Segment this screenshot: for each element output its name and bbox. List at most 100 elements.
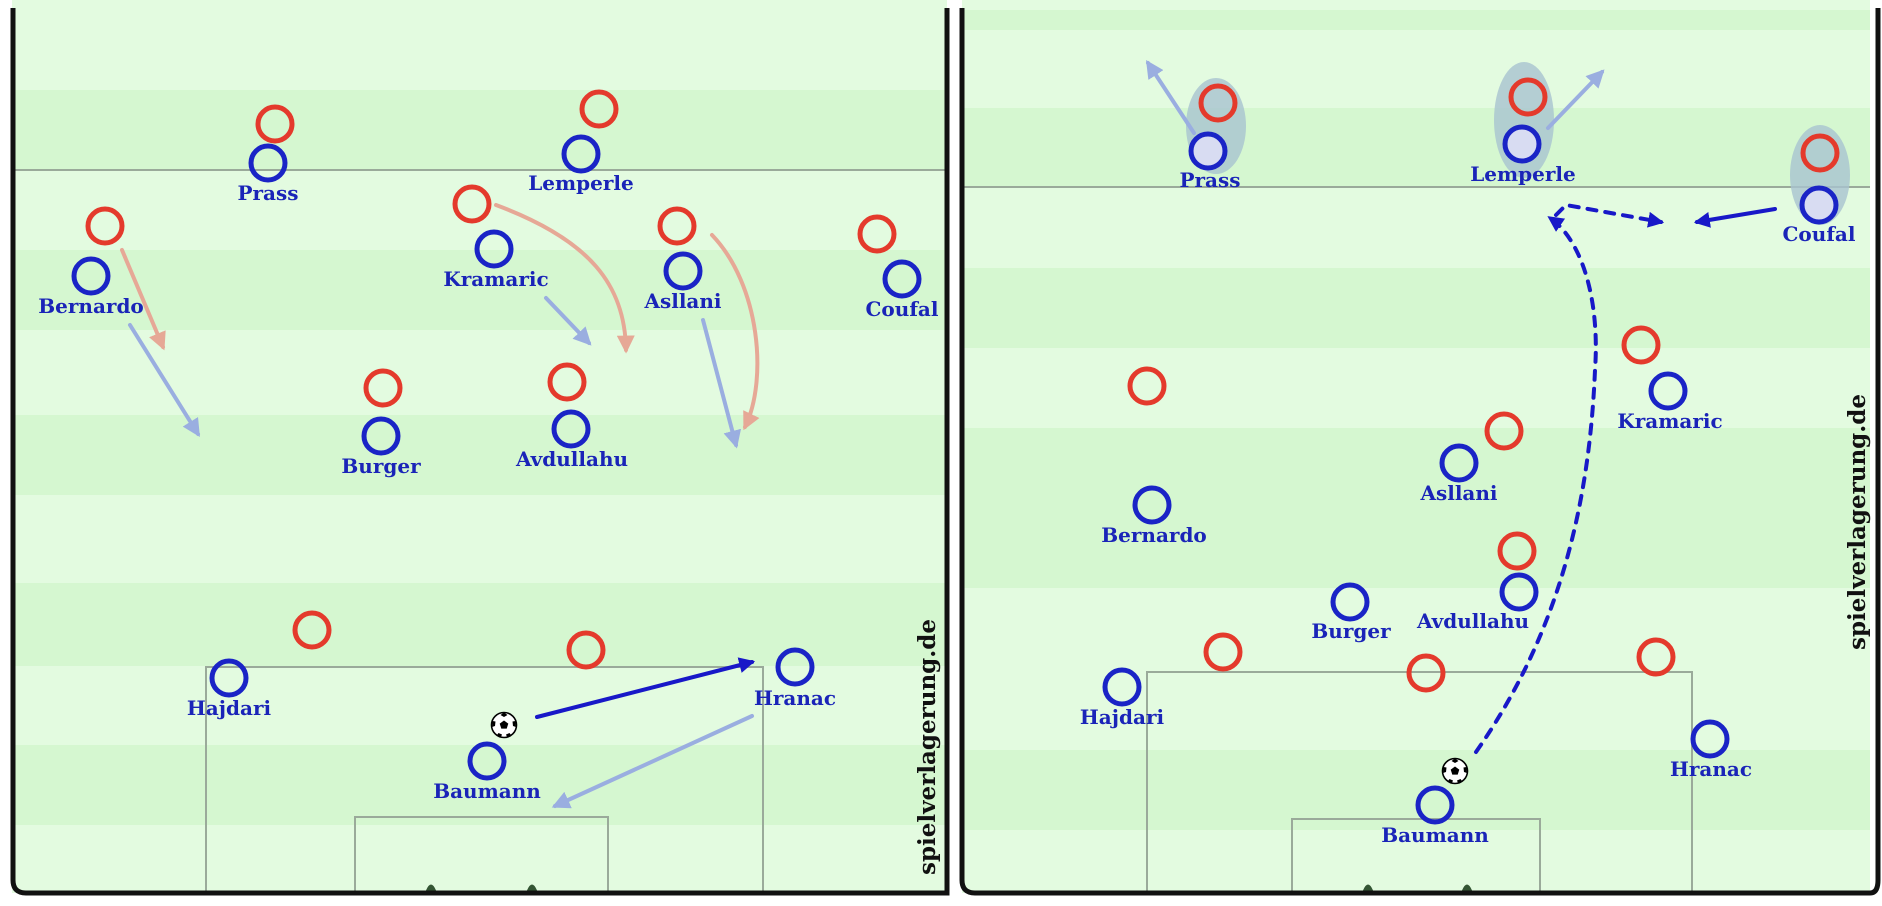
movement-arrows <box>120 203 760 809</box>
player-label: Hajdari <box>187 696 272 720</box>
player-coufal: Coufal <box>1783 185 1856 246</box>
player-label: Avdullahu <box>1416 609 1529 633</box>
opponent-player <box>1621 325 1661 365</box>
player-label: Kramaric <box>1617 409 1722 433</box>
player-lemperle: Lemperle <box>528 134 634 195</box>
hranac-return-arrow <box>551 714 754 809</box>
penalty-area <box>1146 671 1693 893</box>
opponent-player <box>363 368 403 408</box>
asllani-run-arrow <box>701 318 742 449</box>
opponent-player <box>547 362 587 402</box>
player-burger: Burger <box>1311 582 1391 643</box>
opponent-player <box>1508 77 1548 117</box>
panel-border <box>959 8 1881 896</box>
player-kramaric: Kramaric <box>443 229 549 291</box>
movement-arrows <box>1146 59 1777 754</box>
player-baumann: Baumann <box>1381 785 1489 847</box>
opponent-curve-arrow <box>494 203 635 354</box>
home-players: Prass Lemperle Coufal Kramaric Asllani B… <box>1080 124 1856 847</box>
opponent-curve-arrow <box>710 233 760 431</box>
player-label: Lemperle <box>528 171 634 195</box>
player-avdullahu: Avdullahu <box>1416 572 1539 633</box>
home-players: Prass Lemperle Bernardo Kramaric Asllani… <box>38 134 939 803</box>
player-label: Baumann <box>433 779 541 803</box>
watermark: spielverlagerung.de <box>1844 394 1871 650</box>
player-asllani: Asllani <box>1419 443 1498 505</box>
player-kramaric: Kramaric <box>1617 371 1723 433</box>
pass-arrow <box>535 657 756 719</box>
player-bernardo: Bernardo <box>1101 485 1207 547</box>
opponent-player <box>85 206 125 246</box>
opponent-player <box>1203 632 1243 672</box>
lemperle-run-arrow <box>1546 69 1605 130</box>
player-prass: Prass <box>1179 131 1241 192</box>
opponent-player <box>1198 83 1238 123</box>
opponent-player <box>1497 531 1537 571</box>
player-label: Asllani <box>643 289 721 313</box>
player-label: Kramaric <box>443 267 548 291</box>
opponent-shift-arrow <box>120 248 166 351</box>
opponent-player <box>452 184 492 224</box>
player-label: Asllani <box>1419 481 1497 505</box>
pitch-markings <box>12 169 947 893</box>
player-avdullahu: Avdullahu <box>515 409 628 471</box>
prass-run-arrow <box>1146 59 1196 135</box>
pitch-markings <box>962 186 1870 893</box>
ball-icon <box>1441 757 1469 785</box>
player-label: Burger <box>1311 619 1391 643</box>
player-label: Lemperle <box>1470 162 1576 186</box>
player-label: Hajdari <box>1080 705 1165 729</box>
player-bernardo: Bernardo <box>38 256 144 318</box>
player-label: Bernardo <box>1101 523 1207 547</box>
bernardo-run-arrow <box>128 323 200 438</box>
player-label: Coufal <box>866 297 939 321</box>
opponent-player <box>1484 411 1524 451</box>
player-label: Avdullahu <box>515 447 628 471</box>
player-coufal: Coufal <box>866 259 939 321</box>
pitch-stripes <box>962 0 1870 893</box>
long-pass-arrow <box>1474 216 1598 754</box>
player-label: Prass <box>1179 168 1240 192</box>
opponent-player <box>255 104 295 144</box>
opponent-player <box>1406 653 1446 693</box>
goal-area <box>1291 818 1541 893</box>
opponent-players <box>1127 77 1840 693</box>
pitch-stripes <box>12 0 947 893</box>
ball-icon <box>490 711 518 739</box>
opponent-player <box>657 206 697 246</box>
player-hajdari: Hajdari <box>187 658 272 720</box>
player-lemperle: Lemperle <box>1470 124 1576 186</box>
player-label: Hranac <box>1670 757 1752 781</box>
player-label: Burger <box>341 454 421 478</box>
player-label: Coufal <box>1783 222 1856 246</box>
player-label: Bernardo <box>38 294 144 318</box>
opponent-player <box>1636 637 1676 677</box>
penalty-area <box>205 666 764 893</box>
player-hajdari: Hajdari <box>1080 667 1165 729</box>
player-hranac: Hranac <box>1670 719 1752 781</box>
player-label: Baumann <box>1381 823 1489 847</box>
watermark: spielverlagerung.de <box>914 619 941 875</box>
opponent-players <box>85 89 897 670</box>
opponent-player <box>857 214 897 254</box>
player-label: Hranac <box>754 686 836 710</box>
kramaric-run-arrow <box>544 296 592 346</box>
opponent-player <box>1800 133 1840 173</box>
opponent-player <box>566 630 606 670</box>
opponent-player <box>579 89 619 129</box>
coufal-run-arrow <box>1693 207 1777 228</box>
panel-border <box>10 8 950 896</box>
player-baumann: Baumann <box>433 741 541 803</box>
player-prass: Prass <box>237 143 299 205</box>
goal-area <box>354 816 609 893</box>
layoff-pass-arrow <box>1554 202 1665 228</box>
player-burger: Burger <box>341 416 421 478</box>
left-panel: Prass Lemperle Bernardo Kramaric Asllani… <box>10 0 950 896</box>
player-label: Prass <box>237 181 298 205</box>
right-panel: Prass Lemperle Coufal Kramaric Asllani B… <box>959 0 1881 896</box>
player-hranac: Hranac <box>754 647 836 710</box>
opponent-player <box>292 610 332 650</box>
player-asllani: Asllani <box>643 251 722 313</box>
opponent-player <box>1127 366 1167 406</box>
